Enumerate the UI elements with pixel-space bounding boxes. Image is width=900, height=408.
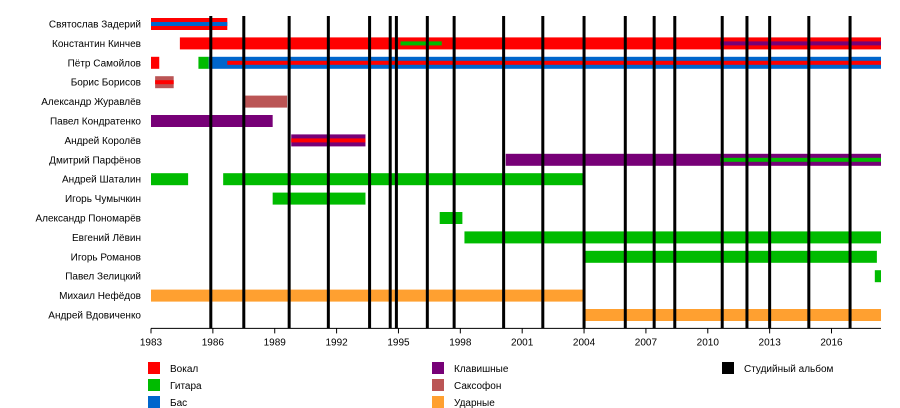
bar-guitar [400,41,442,46]
x-tick-label: 2010 [697,337,720,348]
bar-vocals [227,60,881,65]
bar-guitar [272,192,366,205]
x-tick-label: 1992 [325,337,348,348]
member-label: Игорь Романов [71,252,141,263]
bar-keyboards [720,41,881,46]
x-tick-label: 2016 [820,337,843,348]
legend-label-drums: Ударные [454,398,495,408]
bar-vocals [179,37,881,50]
x-tick-label: 1995 [387,337,410,348]
bar-guitar [223,173,585,186]
role-bars [151,18,881,321]
legend-swatch-bass [148,396,160,408]
x-tick-label: 1998 [449,337,472,348]
bar-drums [584,309,881,321]
bar-vocals [151,56,160,69]
bar-guitar [439,212,463,224]
member-label: Андрей Шаталин [62,175,141,186]
bar-guitar [151,173,189,186]
x-tick-label: 2001 [511,337,534,348]
x-tick-label: 2004 [573,337,596,348]
legend-swatch-saxophone [432,379,444,391]
member-label: Святослав Задерий [49,20,141,31]
legend-label-album: Студийный альбом [744,363,834,375]
legend-swatch-keyboards [432,362,444,374]
legend-label-keyboards: Клавишные [454,364,509,375]
legend: Вокал Гитара Бас Клавишные Саксофон Ударные Ст… [148,362,834,408]
member-label: Павел Зелицкий [65,272,141,283]
legend-swatch-album [722,362,734,374]
member-label: Александр Журавлёв [41,97,141,108]
x-tick-label: 1989 [264,337,287,348]
legend-label-guitar: Гитара [170,381,202,392]
member-label: Андрей Вдовиченко [48,311,141,322]
bar-guitar [720,157,881,162]
legend-swatch-drums [432,396,444,408]
bar-bass [151,22,228,26]
x-axis: 1983 1986 1989 1992 1995 1998 2001 2004 2007 2010… [140,327,881,348]
bar-vocals [155,80,174,85]
bar-guitar [874,270,881,283]
legend-label-saxophone: Саксофон [454,380,501,392]
x-tick-label: 2013 [759,337,782,348]
member-label: Александр Пономарёв [35,214,141,225]
member-label: Борис Борисов [71,78,141,89]
bar-drums [151,289,585,302]
member-label: Константин Кинчев [52,39,141,50]
x-tick-label: 1986 [202,337,225,348]
member-label: Игорь Чумычкин [65,194,141,205]
legend-label-bass: Бас [170,398,187,408]
member-label: Пётр Самойлов [68,58,141,69]
x-tick-label: 2007 [635,337,658,348]
bar-guitar [198,56,209,69]
x-tick-label: 1983 [140,337,163,348]
legend-swatch-guitar [148,379,160,391]
bar-saxophone [243,95,288,108]
bar-guitar [464,231,881,244]
member-label: Евгений Лёвин [72,233,141,244]
member-labels: Святослав Задерий Константин Кинчев Пётр С… [35,20,141,322]
legend-swatch-vocals [148,362,160,374]
member-label: Павел Кондратенко [50,117,141,128]
album-lines [209,16,852,329]
bar-guitar [584,250,877,263]
bar-keyboards [505,153,881,166]
legend-label-vocals: Вокал [170,364,198,375]
member-label: Михаил Нефёдов [59,290,141,302]
member-label: Дмитрий Парфёнов [49,154,141,166]
member-label: Андрей Королёв [64,136,141,147]
